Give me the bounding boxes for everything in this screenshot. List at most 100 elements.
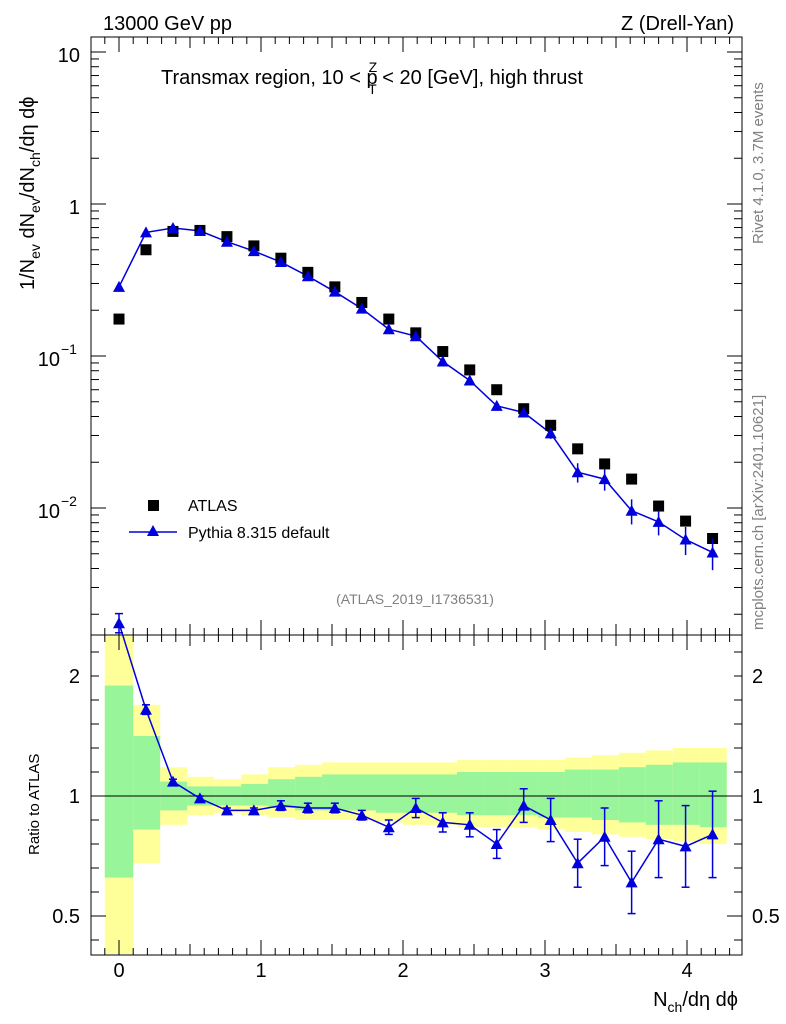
- atlas-data-point: [464, 364, 476, 376]
- analysis-watermark: (ATLAS_2019_I1736531): [336, 591, 494, 607]
- ratio-ytick-label-2-right: 2: [752, 666, 763, 688]
- legend-pythia-marker: [147, 525, 159, 536]
- ratio-data-point: [463, 818, 476, 830]
- pythia-data-point: [652, 515, 665, 527]
- pythia-data-point: [193, 224, 206, 236]
- pythia-data-point: [328, 285, 341, 297]
- pythia-data-point: [382, 323, 395, 335]
- main-ytick-exp-0p01: −2: [61, 493, 77, 509]
- ratio-data-point: [436, 816, 449, 828]
- green-uncertainty-band: [376, 774, 403, 813]
- pythia-data-point: [598, 473, 611, 485]
- atlas-data-point: [599, 458, 611, 470]
- main-ytick-label-10: 10: [58, 45, 80, 67]
- ratio-bands: [104, 636, 727, 954]
- ratio-data-point: [220, 804, 233, 816]
- xtick-label-4: 4: [681, 960, 692, 982]
- header-right-label: Z (Drell-Yan): [621, 13, 734, 35]
- ratio-data-point: [113, 617, 125, 629]
- pythia-data-point: [274, 256, 287, 268]
- ratio-data-point: [517, 799, 530, 811]
- ratio-data-point: [652, 833, 665, 845]
- pythia-data-point: [166, 222, 179, 234]
- atlas-data-point: [626, 473, 638, 485]
- xtick-label-3: 3: [539, 960, 550, 982]
- ratio-data-point: [679, 840, 692, 852]
- green-uncertainty-band: [429, 774, 457, 813]
- atlas-data-point: [491, 384, 503, 396]
- green-uncertainty-band: [564, 769, 592, 818]
- xlabel: Nch/dη dϕ: [653, 989, 738, 1015]
- ratio-data-point: [355, 809, 368, 821]
- pythia-data-point: [113, 280, 125, 292]
- green-uncertainty-band: [483, 772, 511, 816]
- header-left-label: 13000 GeV pp: [103, 13, 232, 35]
- ratio-ytick-label-0p5-left: 0.5: [52, 906, 80, 928]
- atlas-data-point: [545, 419, 557, 431]
- ratio-panel-frame: [90, 634, 743, 956]
- ratio-data-point: [193, 792, 206, 804]
- pythia-data-point: [679, 533, 692, 545]
- ratio-data-point: [139, 703, 152, 715]
- ratio-data-point: [247, 804, 260, 816]
- ratio-data-point: [382, 821, 395, 833]
- ratio-data-point: [706, 828, 719, 840]
- pythia-data-point: [247, 245, 260, 257]
- green-uncertainty-band: [133, 736, 161, 830]
- ratio-panel: 2 1 0.5 2 1 0.5 Ratio to ATLAS 0 1 2 3 4…: [26, 612, 780, 1015]
- ratio-data-point: [409, 802, 422, 813]
- legend-atlas-label: ATLAS: [188, 498, 238, 515]
- pythia-data-point: [436, 355, 449, 367]
- atlas-data-point: [680, 515, 692, 527]
- ratio-data-point: [571, 857, 584, 869]
- pythia-data-point: [517, 406, 530, 418]
- atlas-data-point: [572, 443, 584, 455]
- plot-title: Transmax region, 10 < pZ T < 20 [GeV], hi…: [161, 59, 583, 97]
- atlas-data-point: [437, 346, 449, 358]
- legend-pythia-label: Pythia 8.315 default: [188, 525, 330, 542]
- atlas-data-point: [653, 500, 665, 512]
- ratio-data: [113, 612, 719, 915]
- ratio-data-point: [328, 802, 341, 813]
- xtick-label-1: 1: [255, 960, 266, 982]
- pythia-data-point: [490, 399, 503, 411]
- ratio-ytick-label-2-left: 2: [69, 666, 80, 688]
- green-uncertainty-band: [618, 767, 646, 823]
- ratio-ytick-label-0p5-right: 0.5: [752, 906, 780, 928]
- main-ytick-label-0p01: 10: [38, 501, 60, 523]
- ratio-data-point: [490, 838, 503, 849]
- green-uncertainty-band: [349, 774, 377, 811]
- pythia-data-point: [625, 504, 638, 516]
- atlas-data-point: [140, 244, 152, 256]
- pythia-data-point: [463, 374, 476, 386]
- xtick-label-2: 2: [397, 960, 408, 982]
- main-ticks: [91, 37, 742, 635]
- legend-atlas-marker: [148, 500, 159, 511]
- pythia-data-point: [571, 466, 584, 478]
- ratio-ytick-label-1-right: 1: [752, 786, 763, 808]
- atlas-data-point: [113, 313, 125, 325]
- pythia-data-point: [301, 270, 314, 282]
- ratio-data-point: [625, 876, 638, 888]
- main-data: [113, 222, 719, 571]
- pythia-data-point: [139, 226, 152, 238]
- ratio-data-point: [544, 814, 557, 825]
- rivet-version-label: Rivet 4.1.0, 3.7M events: [750, 82, 767, 244]
- ratio-data-point: [301, 802, 314, 813]
- ratio-data-point: [598, 830, 611, 842]
- pythia-data-point: [409, 330, 422, 342]
- main-panel: 10 1 10 −1 10 −2 Transmax region, 10 < p…: [17, 36, 743, 636]
- legend: ATLAS Pythia 8.315 default: [129, 498, 330, 542]
- mcplots-label: mcplots.cern.ch [arXiv:2401.10621]: [750, 395, 767, 630]
- ratio-data-point: [274, 799, 287, 811]
- main-ytick-label-1: 1: [69, 197, 80, 219]
- main-ytick-label-0p1: 10: [38, 349, 60, 371]
- ratio-ytick-label-1-left: 1: [69, 786, 80, 808]
- pythia-data-point: [355, 302, 368, 314]
- green-uncertainty-band: [104, 685, 134, 878]
- green-uncertainty-band: [241, 784, 269, 806]
- ratio-ticks: [91, 635, 742, 955]
- atlas-data-point: [383, 313, 395, 325]
- pythia-data-point: [544, 427, 557, 439]
- pythia-data-point: [706, 546, 719, 558]
